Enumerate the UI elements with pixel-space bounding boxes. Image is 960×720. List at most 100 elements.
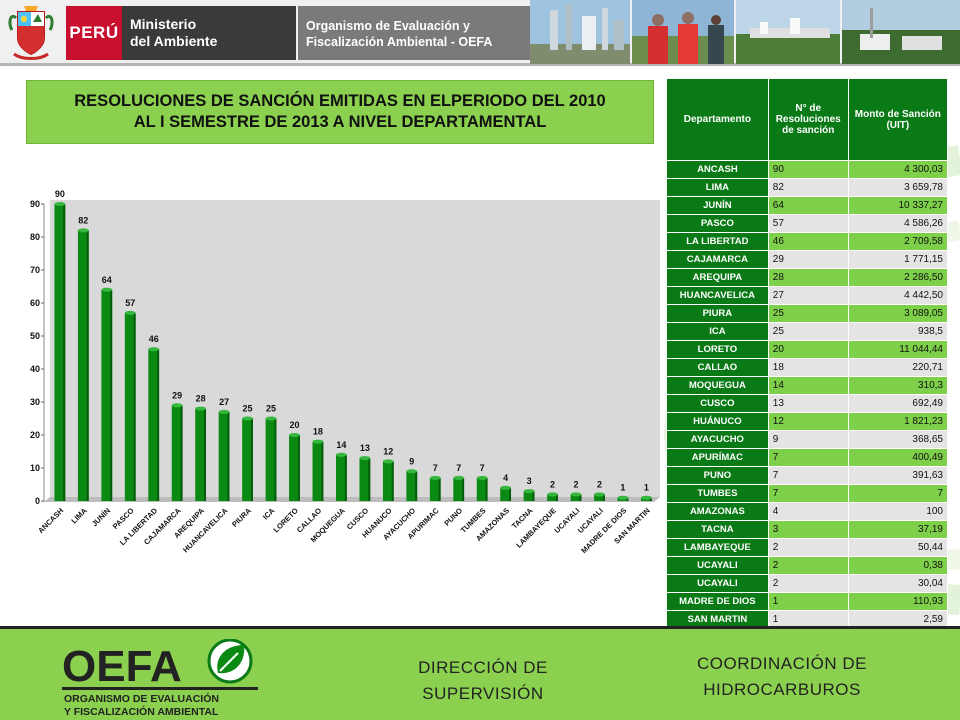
footer-mid-line1: DIRECCIÓN DE — [418, 658, 548, 677]
table-row: ANCASH 90 4 300,03 — [666, 160, 949, 179]
cell-amount: 7 — [847, 484, 949, 503]
cell-department: AMAZONAS — [666, 502, 769, 521]
y-tick-label: 90 — [30, 199, 40, 209]
cell-department: HUANCAVELICA — [666, 286, 769, 305]
cell-count: 12 — [767, 412, 849, 431]
data-label: 14 — [336, 440, 346, 450]
bar-top — [101, 287, 113, 292]
y-tick-label: 0 — [35, 496, 40, 506]
bar-side — [368, 458, 371, 501]
bar-top — [640, 495, 652, 500]
cell-amount: 30,04 — [847, 574, 949, 593]
table-row: PUNO 7 391,63 — [666, 466, 949, 485]
data-label: 18 — [313, 427, 323, 437]
data-label: 28 — [196, 394, 206, 404]
y-tick-label: 10 — [30, 463, 40, 473]
bar-side — [204, 408, 207, 501]
cell-amount: 400,49 — [847, 448, 949, 467]
table-row: AYACUCHO 9 368,65 — [666, 430, 949, 449]
cell-department: HUÁNUCO — [666, 412, 769, 431]
cell-count: 64 — [767, 196, 849, 215]
ministry-label: Ministerio del Ambiente — [122, 6, 296, 60]
bar-top — [289, 433, 300, 437]
bar-chart: 0 10 20 30 40 50 60 70 80 90 90 ANCASH 82 LIMA 64 JUNÍN… — [30, 189, 660, 555]
bar — [312, 441, 324, 501]
title-line1: RESOLUCIONES DE SANCIÓN EMITIDAS EN ELPE… — [74, 92, 606, 110]
bar — [382, 461, 394, 501]
ministry-line2: del Ambiente — [130, 33, 218, 49]
bar-side — [133, 312, 136, 501]
y-tick-label: 40 — [30, 364, 40, 374]
table-row: MOQUEGUA 14 310,3 — [666, 376, 949, 395]
table-row: ICA 25 938,5 — [666, 322, 949, 341]
footer-right-line1: COORDINACIÓN DE — [697, 654, 867, 673]
peru-label: PERÚ — [66, 6, 122, 60]
bar-side — [250, 418, 253, 501]
bar-top — [382, 459, 394, 464]
cell-count: 7 — [767, 448, 849, 467]
bar-top — [171, 403, 183, 408]
bar — [195, 408, 207, 501]
cell-amount: 0,38 — [847, 556, 949, 575]
cell-department: JUNÍN — [666, 196, 769, 215]
table-row: LAMBAYEQUE 2 50,44 — [666, 538, 949, 557]
data-label: 82 — [78, 215, 88, 225]
leaf-icon — [207, 639, 253, 684]
cell-amount: 11 044,44 — [847, 340, 949, 359]
data-label: 1 — [620, 483, 625, 493]
footer-coordination: COORDINACIÓN DE HIDROCARBUROS — [668, 651, 896, 703]
bar-side — [438, 477, 441, 501]
footer-right-line2: HIDROCARBUROS — [703, 680, 861, 699]
cell-amount: 692,49 — [847, 394, 949, 413]
cell-amount: 2 709,58 — [847, 232, 949, 251]
cell-department: AREQUIPA — [666, 268, 769, 287]
data-label: 1 — [644, 483, 649, 493]
footer-mid-line2: SUPERVISIÓN — [422, 684, 544, 703]
bar — [547, 494, 558, 501]
header-count: N° de Resoluciones de sanción — [767, 78, 849, 161]
bar — [453, 477, 465, 501]
cell-count: 7 — [767, 466, 849, 485]
cell-count: 25 — [767, 304, 849, 323]
bar-top — [523, 489, 535, 494]
bar-top — [594, 492, 605, 497]
cell-department: CALLAO — [666, 358, 769, 377]
cell-department: CUSCO — [666, 394, 769, 413]
cell-department: TUMBES — [666, 484, 769, 503]
data-label: 90 — [55, 189, 65, 199]
table-header-row: Departamento N° de Resoluciones de sanci… — [666, 78, 949, 161]
oefa-logo: OEFA ORGANISMO DE EVALUACIÓN Y FISCALIZA… — [62, 639, 258, 718]
cell-count: 2 — [767, 574, 849, 593]
bar-side — [321, 441, 324, 501]
bar-side — [180, 405, 183, 501]
data-label: 7 — [433, 463, 438, 473]
bar-side — [509, 487, 512, 501]
bar-top — [148, 347, 160, 352]
table-row: TACNA 3 37,19 — [666, 520, 949, 539]
cell-department: MADRE DE DIOS — [666, 592, 769, 611]
bar — [289, 435, 300, 501]
agency-line1: Organismo de Evaluación y — [306, 19, 470, 33]
data-label: 27 — [219, 397, 229, 407]
bar — [77, 230, 89, 501]
cell-amount: 3 089,05 — [847, 304, 949, 323]
cell-amount: 50,44 — [847, 538, 949, 557]
cell-amount: 37,19 — [847, 520, 949, 539]
category-label: ICA — [261, 506, 277, 522]
cell-department: PASCO — [666, 214, 769, 233]
bar-top — [429, 475, 441, 480]
data-label: 2 — [550, 479, 555, 489]
slide-title-box: RESOLUCIONES DE SANCIÓN EMITIDAS EN ELPE… — [26, 80, 654, 144]
ministry-line1: Ministerio — [130, 16, 197, 32]
cell-count: 25 — [767, 322, 849, 341]
cell-amount: 2,59 — [847, 610, 949, 629]
cell-amount: 3 659,78 — [847, 178, 949, 197]
table-row: JUNÍN 64 10 337,27 — [666, 196, 949, 215]
bar — [335, 454, 347, 501]
table-row: UCAYALI 2 30,04 — [666, 574, 949, 593]
cell-department: ICA — [666, 322, 769, 341]
cell-count: 28 — [767, 268, 849, 287]
y-tick-label: 80 — [30, 232, 40, 242]
cell-amount: 1 771,15 — [847, 250, 949, 269]
